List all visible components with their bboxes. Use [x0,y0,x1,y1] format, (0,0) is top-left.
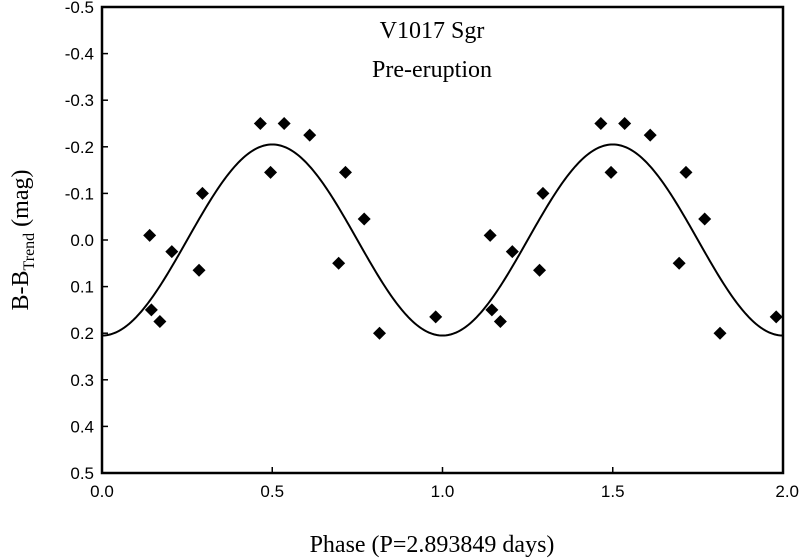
annotation-line-2: Pre-eruption [372,57,492,83]
data-point [144,303,158,317]
data-point [643,128,657,142]
data-point [698,212,712,226]
y-tick-label: -0.3 [65,91,94,110]
data-point [373,326,387,340]
data-point [143,228,157,242]
data-point [192,263,206,277]
data-point [429,310,443,324]
fit-curve [101,143,784,337]
data-point [604,165,618,179]
y-tick-label: -0.1 [65,184,94,203]
data-point [153,315,167,329]
data-point [332,256,346,270]
data-point [679,165,693,179]
y-tick-label: -0.2 [65,138,94,157]
y-tick-label: 0.1 [70,278,94,297]
y-tick-label: 0.5 [70,464,94,483]
data-point [253,117,267,130]
x-tick-label: 0.5 [260,482,284,501]
data-point [536,186,550,200]
data-point [357,212,371,226]
y-axis-label: B-BTrend (mag) [8,170,38,311]
y-tick-label: 0.3 [70,371,94,390]
x-axis: 0.0 0.5 1.0 1.5 2.0 [90,467,799,501]
data-point [493,315,507,329]
data-point [769,310,783,324]
data-point [195,186,209,200]
x-axis-label: Phase (P=2.893849 days) [310,532,555,558]
y-tick-label: 0.4 [70,417,94,436]
annotation-line-1: V1017 Sgr [380,18,485,44]
x-tick-label: 1.0 [431,482,455,501]
y-axis-label-main: B-B [8,270,34,310]
data-point [277,117,291,130]
data-point [505,245,519,259]
data-point [485,303,499,317]
y-tick-label: 0.0 [70,231,94,250]
data-point [533,263,547,277]
data-points [143,117,783,340]
x-tick-label: 2.0 [775,482,799,501]
y-tick-label: -0.5 [65,0,94,17]
data-point [594,117,608,130]
y-axis-label-subscript: Trend [21,233,38,271]
y-axis-label-suffix: (mag) [8,170,34,233]
data-point [338,165,352,179]
data-point [264,165,278,179]
x-tick-label: 0.0 [90,482,114,501]
y-axis: -0.5 -0.4 -0.3 -0.2 -0.1 0.0 0.1 0.2 0.3 0.4 0.5 [65,0,108,483]
data-point [303,128,317,142]
x-tick-label: 1.5 [601,482,625,501]
data-point [618,117,632,130]
y-tick-label: 0.2 [70,324,94,343]
data-point [713,326,727,340]
data-point [165,245,179,259]
y-tick-label: -0.4 [65,45,94,64]
data-point [672,256,686,270]
data-point [483,228,497,242]
